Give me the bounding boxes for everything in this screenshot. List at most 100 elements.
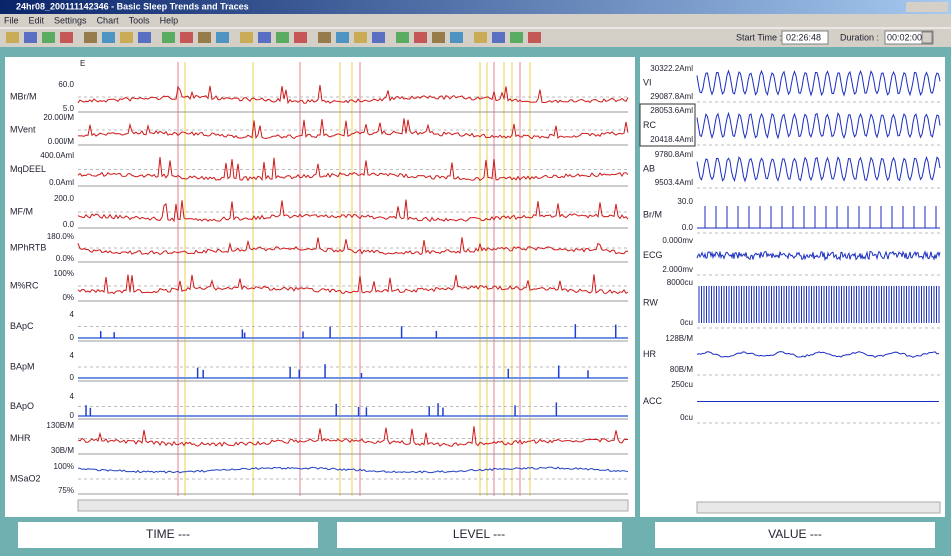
channel-name: BApC (10, 321, 34, 331)
toolbar-button[interactable] (336, 32, 349, 43)
axis-min: 0.0 (63, 220, 75, 229)
axis-min: 0.00l/M (48, 137, 75, 146)
toolbar-button[interactable] (492, 32, 505, 43)
axis-min: 0cu (680, 413, 693, 422)
trend-trace (77, 237, 629, 256)
trace-wave (697, 206, 940, 229)
axis-min: 30B/M (51, 446, 74, 455)
menu-item[interactable]: Edit (29, 15, 45, 25)
channel-name: MqDEEL (10, 164, 46, 174)
start-time-input[interactable] (781, 30, 829, 45)
window-buttons[interactable] (906, 2, 948, 12)
toolbar-button[interactable] (528, 32, 541, 43)
toolbar-button[interactable] (450, 32, 463, 43)
trend-trace (77, 156, 629, 182)
toolbar-button[interactable] (198, 32, 211, 43)
status-box (18, 522, 318, 548)
axis-max: 9780.8Aml (655, 150, 693, 159)
channel-name: BApO (10, 401, 34, 411)
trend-trace (77, 274, 629, 295)
axis-min: 0 (70, 373, 75, 382)
toolbar-button[interactable] (6, 32, 19, 43)
axis-max: 28053.6Aml (650, 106, 693, 115)
trend-panel (5, 57, 635, 517)
toolbar-button[interactable] (474, 32, 487, 43)
axis-min: 75% (58, 486, 74, 495)
channel-name: RW (643, 297, 658, 307)
window-title: 24hr08_200111142346 - Basic Sleep Trends… (16, 1, 249, 11)
toolbar-button[interactable] (102, 32, 115, 43)
channel-name: MBr/M (10, 91, 37, 101)
channel-name: MHR (10, 433, 31, 443)
menu-item[interactable]: File (4, 15, 19, 25)
toolbar-button[interactable] (138, 32, 151, 43)
channel-name: MSaO2 (10, 473, 41, 483)
axis-max: 4 (70, 310, 75, 319)
axis-max: 8000cu (667, 278, 693, 287)
channel-name: MPhRTB (10, 242, 46, 252)
toolbar-button[interactable] (276, 32, 289, 43)
axis-min: 0 (70, 411, 75, 420)
status-value: VALUE --- (768, 527, 822, 541)
status-level: LEVEL --- (453, 527, 505, 541)
axis-max: 30.0 (677, 197, 693, 206)
channel-name: VI (643, 77, 652, 87)
trace-wave (696, 351, 940, 358)
trace-wave (696, 69, 941, 97)
axis-min: 0cu (680, 318, 693, 327)
toolbar-button[interactable] (180, 32, 193, 43)
toolbar-button[interactable] (162, 32, 175, 43)
toolbar-button[interactable] (120, 32, 133, 43)
channel-name: ACC (643, 396, 663, 406)
axis-min: 5.0 (63, 104, 75, 113)
axis-max: 4 (70, 351, 75, 360)
axis-max: 0.000mv (662, 236, 693, 245)
axis-min: 80B/M (670, 365, 693, 374)
trace-scrollbar[interactable] (696, 501, 941, 514)
menu-item[interactable]: Settings (54, 15, 87, 25)
toolbar-button[interactable] (396, 32, 409, 43)
toolbar-button[interactable] (24, 32, 37, 43)
toolbar-button[interactable] (318, 32, 331, 43)
duration-input[interactable] (884, 30, 934, 45)
axis-min: 0.0Aml (49, 178, 74, 187)
duration-label: Duration : (840, 32, 879, 42)
axis-max: 400.0Aml (40, 151, 74, 160)
menu-item[interactable]: Help (160, 15, 179, 25)
toolbar-button[interactable] (216, 32, 229, 43)
trend-trace (77, 118, 629, 140)
channel-name: AB (643, 163, 655, 173)
axis-max: 4 (70, 392, 75, 401)
trace-wave (696, 111, 941, 140)
toolbar-button[interactable] (258, 32, 271, 43)
trace-wave (698, 286, 940, 323)
dropdown-button[interactable] (921, 31, 933, 44)
toolbar-button[interactable] (294, 32, 307, 43)
trace-wave (696, 250, 941, 262)
toolbar-button[interactable] (354, 32, 367, 43)
menu-item[interactable]: Tools (129, 15, 151, 25)
axis-max: 60.0 (58, 80, 74, 89)
trend-trace (77, 426, 628, 448)
axis-min: 0.0 (682, 223, 694, 232)
trend-trace (78, 466, 629, 474)
trend-scrollbar[interactable] (77, 499, 629, 512)
toolbar-button[interactable] (84, 32, 97, 43)
trace-wave (696, 155, 941, 183)
axis-max: 100% (54, 269, 74, 278)
toolbar-button[interactable] (432, 32, 445, 43)
toolbar-button[interactable] (42, 32, 55, 43)
menu-item[interactable]: Chart (97, 15, 120, 25)
toolbar-button[interactable] (414, 32, 427, 43)
axis-min: 0% (62, 293, 74, 302)
start-time: 02:26:48 (786, 32, 821, 42)
channel-name: BApM (10, 361, 35, 371)
axis-max: 180.0% (47, 232, 74, 241)
toolbar-button[interactable] (60, 32, 73, 43)
toolbar-button[interactable] (372, 32, 385, 43)
trend-trace (77, 84, 629, 105)
toolbar-button[interactable] (510, 32, 523, 43)
status-box (655, 522, 935, 548)
toolbar-button[interactable] (240, 32, 253, 43)
